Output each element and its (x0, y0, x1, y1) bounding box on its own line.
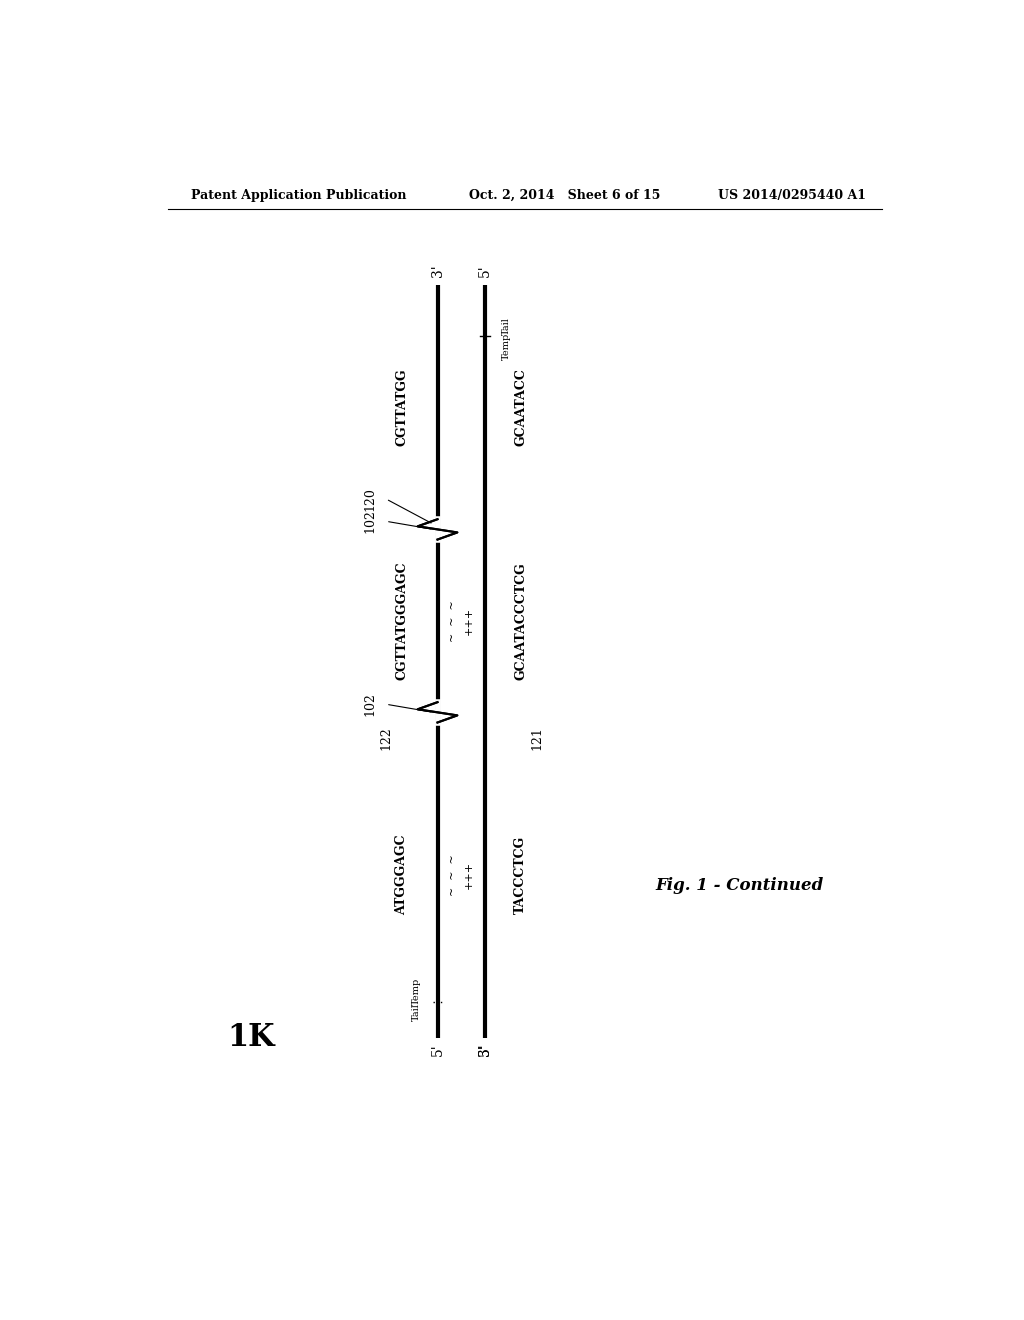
Text: 3': 3' (430, 264, 444, 276)
Text: 120: 120 (364, 487, 377, 511)
Text: +++: +++ (464, 861, 474, 890)
Text: CGTTATGG: CGTTATGG (395, 368, 409, 446)
Text: Tail: Tail (412, 1003, 421, 1022)
Text: 122: 122 (380, 726, 392, 750)
Text: 102: 102 (364, 692, 377, 717)
Text: Patent Application Publication: Patent Application Publication (191, 189, 407, 202)
Text: GCAATACCCTCG: GCAATACCCTCG (514, 562, 527, 680)
Text: 5': 5' (430, 1044, 444, 1056)
Text: ATGGGAGC: ATGGGAGC (395, 834, 409, 915)
Text: ~  ~  ~: ~ ~ ~ (449, 601, 459, 642)
Text: Temp: Temp (412, 978, 421, 1006)
Text: CGTTATGGGAGC: CGTTATGGGAGC (395, 561, 409, 680)
Text: TACCCTCG: TACCCTCG (514, 836, 527, 913)
Text: Tail: Tail (502, 317, 511, 335)
Text: 5': 5' (478, 264, 493, 276)
Text: 1K: 1K (227, 1022, 274, 1053)
Text: ~  ~  ~: ~ ~ ~ (449, 854, 459, 896)
Text: +++: +++ (464, 607, 474, 635)
Text: 5': 5' (478, 1044, 493, 1056)
Text: 102: 102 (364, 510, 377, 533)
Text: US 2014/0295440 A1: US 2014/0295440 A1 (718, 189, 866, 202)
Text: 121: 121 (530, 726, 543, 750)
Text: 3': 3' (478, 1044, 493, 1056)
Text: Oct. 2, 2014   Sheet 6 of 15: Oct. 2, 2014 Sheet 6 of 15 (469, 189, 660, 202)
Text: Fig. 1 - Continued: Fig. 1 - Continued (655, 876, 823, 894)
Text: GCAATACC: GCAATACC (514, 368, 527, 446)
Text: Temp: Temp (502, 333, 511, 360)
